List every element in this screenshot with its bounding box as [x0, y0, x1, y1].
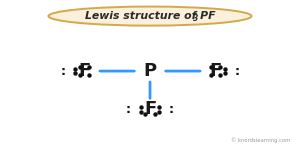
- Text: Lewis structure of PF: Lewis structure of PF: [85, 11, 215, 21]
- Text: :: :: [60, 65, 65, 78]
- Text: :: :: [169, 103, 174, 116]
- Text: P: P: [143, 62, 157, 80]
- Text: © knordsiearning.com: © knordsiearning.com: [231, 137, 290, 143]
- Text: F: F: [210, 62, 222, 80]
- Text: 3: 3: [193, 14, 198, 23]
- Text: :: :: [235, 65, 240, 78]
- Ellipse shape: [49, 7, 251, 26]
- Text: F: F: [144, 100, 156, 118]
- Text: :: :: [126, 103, 131, 116]
- Text: F: F: [78, 62, 90, 80]
